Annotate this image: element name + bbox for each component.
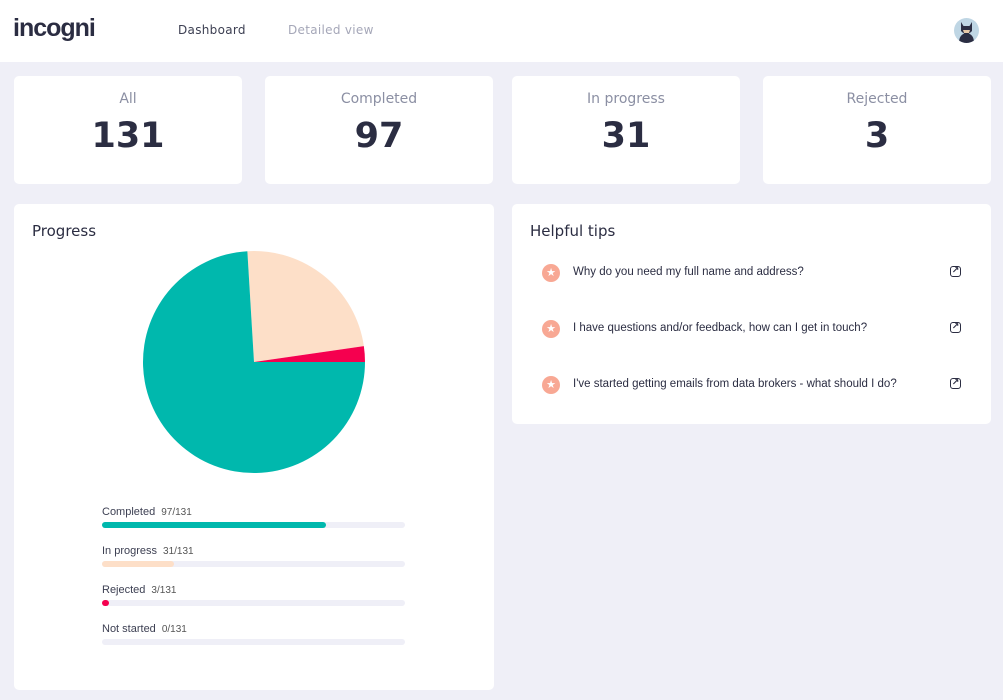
star-icon: ★ xyxy=(542,376,560,394)
tips-title: Helpful tips xyxy=(530,222,616,240)
stat-card-completed[interactable]: Completed 97 xyxy=(265,76,493,184)
stat-value: 97 xyxy=(354,116,404,156)
user-avatar-icon xyxy=(959,22,974,43)
star-icon: ★ xyxy=(542,264,560,282)
stat-label: Rejected xyxy=(846,91,908,107)
row-label: Completed xyxy=(102,506,156,518)
row-count: 31/131 xyxy=(163,546,194,557)
progress-fill xyxy=(102,522,327,528)
tip-item[interactable]: ★ Why do you need my full name and addre… xyxy=(542,263,972,283)
tip-text: I've started getting emails from data br… xyxy=(573,378,897,390)
nav-dashboard[interactable]: Dashboard xyxy=(178,23,246,37)
progress-row-completed: Completed 97/131 xyxy=(102,506,405,528)
progress-row-not-started: Not started 0/131 xyxy=(102,623,405,645)
avatar[interactable] xyxy=(954,18,979,43)
star-icon: ★ xyxy=(542,320,560,338)
external-link-icon[interactable]: ↗ xyxy=(950,378,961,389)
helpful-tips-card: Helpful tips ★ Why do you need my full n… xyxy=(512,204,991,424)
stat-card-all[interactable]: All 131 xyxy=(14,76,242,184)
progress-track xyxy=(102,561,405,567)
tip-text: Why do you need my full name and address… xyxy=(573,266,804,278)
stat-card-in-progress[interactable]: In progress 31 xyxy=(512,76,740,184)
stat-value: 31 xyxy=(601,116,651,156)
row-count: 97/131 xyxy=(161,507,192,518)
tip-item[interactable]: ★ I've started getting emails from data … xyxy=(542,375,972,395)
external-link-icon[interactable]: ↗ xyxy=(950,322,961,333)
stat-label: All xyxy=(119,91,137,107)
progress-title: Progress xyxy=(32,222,97,240)
tip-item[interactable]: ★ I have questions and/or feedback, how … xyxy=(542,319,972,339)
progress-track xyxy=(102,639,405,645)
progress-track xyxy=(102,600,405,606)
stat-value: 131 xyxy=(91,116,165,156)
progress-fill xyxy=(102,561,174,567)
row-count: 3/131 xyxy=(151,585,177,596)
row-label: In progress xyxy=(102,545,158,557)
row-label: Rejected xyxy=(102,584,146,596)
pie-slice-completed xyxy=(143,251,365,473)
progress-card: Progress Completed 97/131 In progress 31/1… xyxy=(14,204,494,690)
nav-detailed-view[interactable]: Detailed view xyxy=(288,23,374,37)
stat-label: Completed xyxy=(340,91,418,107)
row-count: 0/131 xyxy=(161,624,187,635)
progress-row-rejected: Rejected 3/131 xyxy=(102,584,405,606)
external-link-icon[interactable]: ↗ xyxy=(950,266,961,277)
pie-slice-rejected xyxy=(254,346,365,362)
stat-card-rejected[interactable]: Rejected 3 xyxy=(763,76,991,184)
row-label: Not started xyxy=(102,623,156,635)
progress-row-in-progress: In progress 31/131 xyxy=(102,545,405,567)
progress-pie-chart xyxy=(143,251,365,473)
top-header: incogni Dashboard Detailed view xyxy=(0,0,1003,62)
logo[interactable]: incogni xyxy=(13,14,96,42)
stat-value: 3 xyxy=(864,116,890,156)
stat-label: In progress xyxy=(587,91,665,107)
progress-track xyxy=(102,522,405,528)
tip-text: I have questions and/or feedback, how ca… xyxy=(573,322,868,334)
pie-slice-in-progress xyxy=(247,251,364,362)
progress-fill xyxy=(102,600,109,606)
